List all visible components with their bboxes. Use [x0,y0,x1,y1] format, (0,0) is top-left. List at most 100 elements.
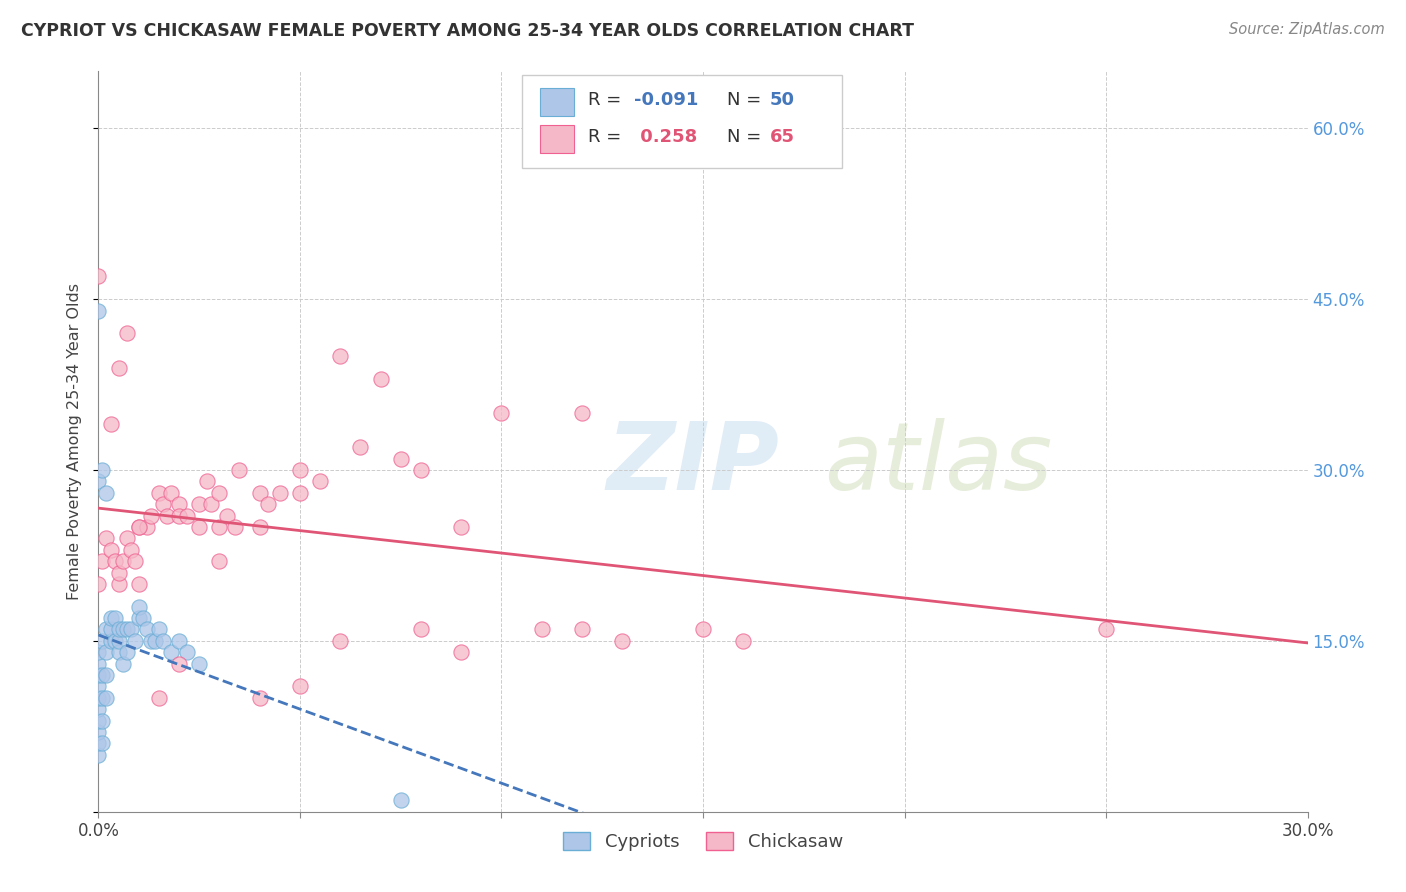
Point [409,463,432,477]
Point [152,633,174,648]
Point [143,633,166,648]
Point [107,623,129,637]
Text: ZIP: ZIP [606,417,779,509]
Point [107,645,129,659]
Point [128,520,150,534]
Point [288,463,311,477]
Point [91,690,114,705]
FancyBboxPatch shape [540,125,574,153]
Point [96,485,118,500]
Legend: Cypriots, Chickasaw: Cypriots, Chickasaw [555,824,851,858]
Text: 50: 50 [769,91,794,109]
Point [733,633,755,648]
Point [91,714,114,728]
Point [128,577,150,591]
Point [530,623,553,637]
Point [167,657,190,671]
Point [87,668,110,682]
Point [100,417,122,432]
Point [115,532,138,546]
Point [87,269,110,284]
Point [115,623,138,637]
Point [249,485,271,500]
Point [87,714,110,728]
Point [167,497,190,511]
Point [96,532,118,546]
Point [87,680,110,694]
Point [128,520,150,534]
Point [256,497,278,511]
Point [160,485,183,500]
Point [107,566,129,580]
Point [200,497,222,511]
Point [188,657,211,671]
Point [176,508,198,523]
Point [135,520,157,534]
Text: CYPRIOT VS CHICKASAW FEMALE POVERTY AMONG 25-34 YEAR OLDS CORRELATION CHART: CYPRIOT VS CHICKASAW FEMALE POVERTY AMON… [21,22,914,40]
Point [139,508,162,523]
Point [87,303,110,318]
Point [135,623,157,637]
Point [139,633,162,648]
Point [87,577,110,591]
FancyBboxPatch shape [540,87,574,116]
Point [103,554,125,568]
Point [132,611,155,625]
Point [692,623,714,637]
Point [148,485,170,500]
Point [107,633,129,648]
Point [156,508,179,523]
Point [96,668,118,682]
Point [1095,623,1118,637]
Point [612,633,634,648]
Point [309,475,332,489]
Point [111,623,134,637]
Point [87,736,110,750]
Point [450,645,472,659]
Point [115,326,138,341]
Point [124,633,146,648]
Point [224,520,246,534]
Point [128,599,150,614]
Point [188,520,211,534]
Point [96,623,118,637]
Text: N =: N = [727,128,768,146]
Point [100,611,122,625]
Point [228,463,250,477]
Point [87,702,110,716]
Point [100,623,122,637]
Point [148,690,170,705]
Text: 65: 65 [769,128,794,146]
Point [176,645,198,659]
Point [111,554,134,568]
Text: N =: N = [727,91,768,109]
Point [288,485,311,500]
Point [208,554,231,568]
Point [195,475,218,489]
Text: 0.258: 0.258 [634,128,697,146]
Point [87,475,110,489]
Point [100,633,122,648]
Point [571,406,593,420]
Point [571,623,593,637]
Point [389,451,412,466]
Y-axis label: Female Poverty Among 25-34 Year Olds: Female Poverty Among 25-34 Year Olds [67,283,83,600]
Point [349,440,371,454]
Point [329,349,352,363]
Point [91,463,114,477]
Point [120,542,142,557]
Point [87,690,110,705]
Point [152,497,174,511]
Text: R =: R = [588,128,627,146]
Point [208,485,231,500]
Text: Source: ZipAtlas.com: Source: ZipAtlas.com [1229,22,1385,37]
Point [217,508,239,523]
Point [107,577,129,591]
Point [96,645,118,659]
Point [107,360,129,375]
Point [103,633,125,648]
Point [91,633,114,648]
Point [91,554,114,568]
Point [370,372,392,386]
Point [103,611,125,625]
